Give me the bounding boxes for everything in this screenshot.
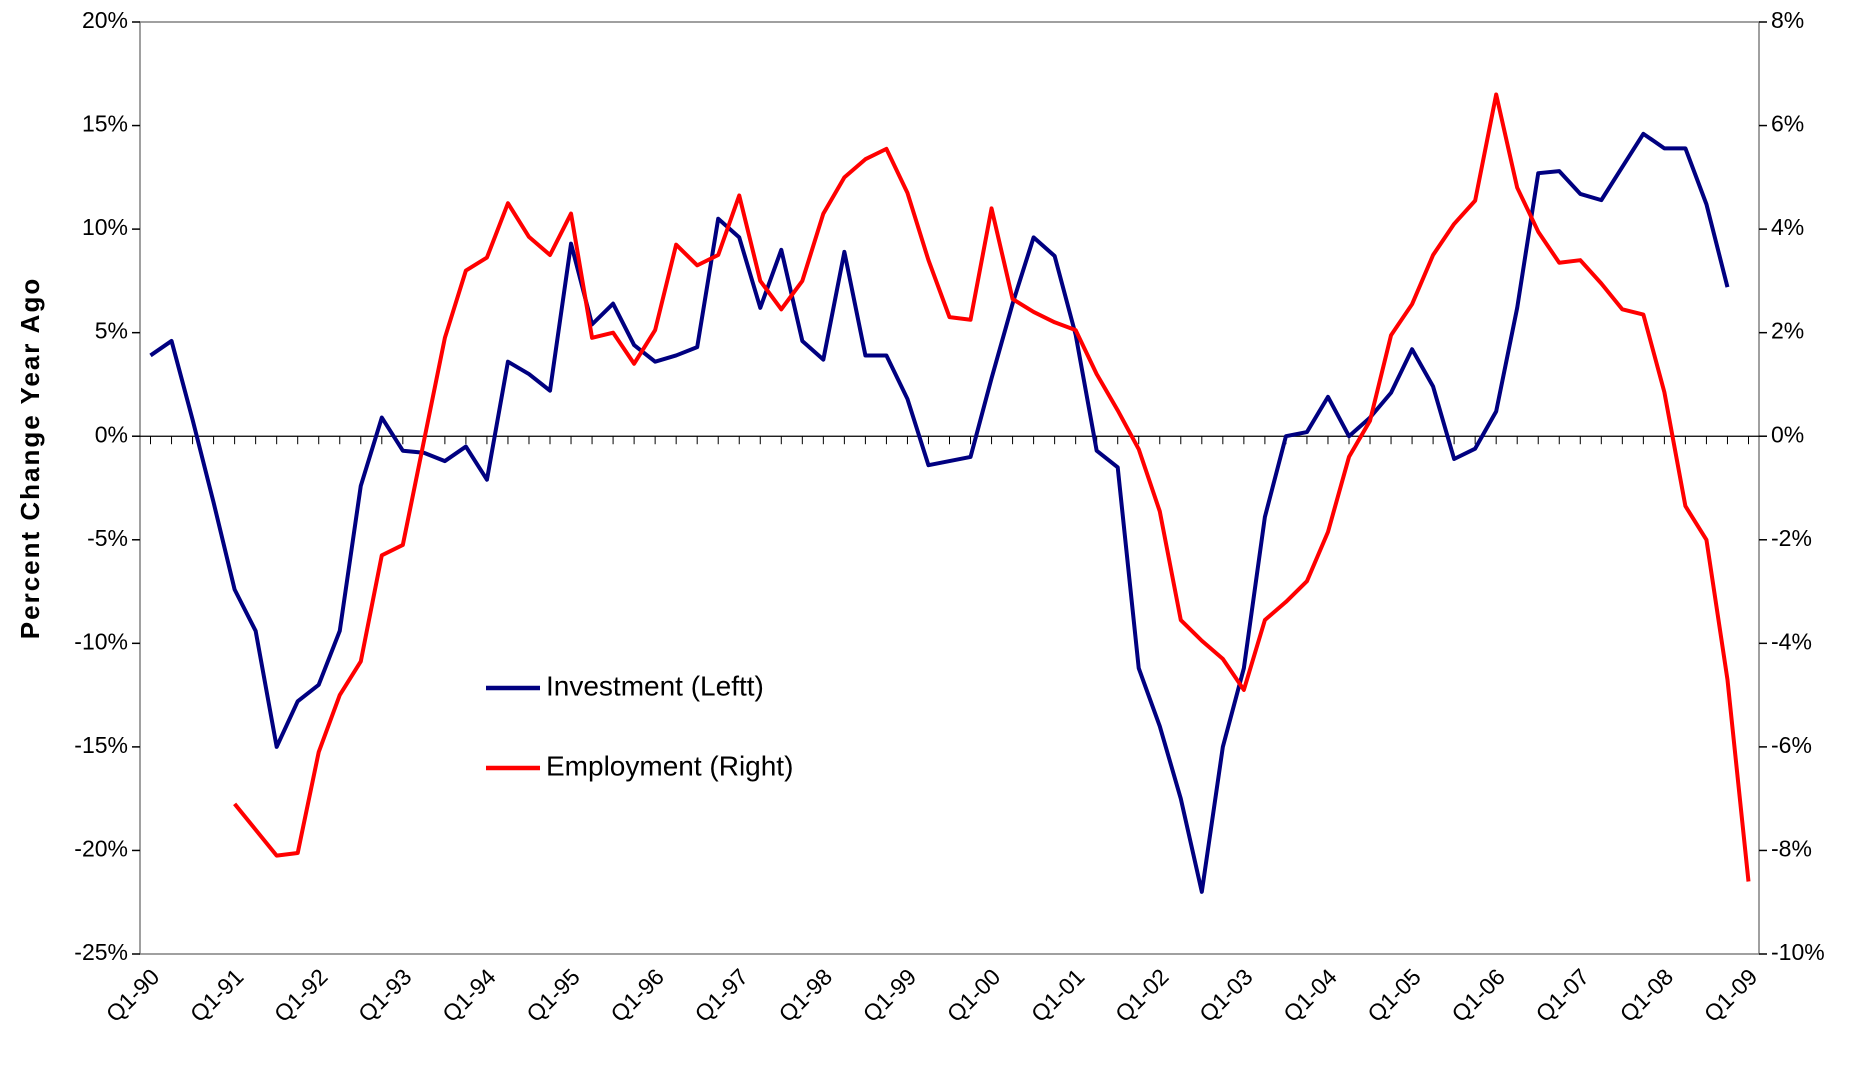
y-tick-label: 5% <box>95 318 128 344</box>
y2-tick-label: -10% <box>1771 939 1825 965</box>
y-axis-label: Percent Change Year Ago <box>15 277 45 639</box>
x-tick-label: Q1-90 <box>101 963 165 1027</box>
x-tick-label: Q1-00 <box>942 963 1006 1027</box>
series-line <box>233 92 1751 882</box>
x-tick-label: Q1-91 <box>185 963 249 1027</box>
y2-tick-label: 2% <box>1771 318 1804 344</box>
series-line <box>149 131 1730 894</box>
y-tick-label: 10% <box>82 214 128 240</box>
x-tick-label: Q1-08 <box>1615 963 1679 1027</box>
y-tick-label: 0% <box>95 421 128 447</box>
x-tick-label: Q1-04 <box>1278 963 1342 1027</box>
legend-label: Investment (Leftt) <box>546 670 764 701</box>
y2-tick-label: -8% <box>1771 836 1812 862</box>
x-tick-label: Q1-93 <box>353 963 417 1027</box>
y2-tick-label: -4% <box>1771 628 1812 654</box>
y-tick-label: 15% <box>82 111 128 137</box>
x-tick-label: Q1-03 <box>1194 963 1258 1027</box>
x-tick-label: Q1-05 <box>1362 963 1426 1027</box>
x-tick-label: Q1-02 <box>1110 963 1174 1027</box>
y-tick-label: -10% <box>74 628 128 654</box>
y2-tick-label: 8% <box>1771 7 1804 33</box>
y-tick-label: -20% <box>74 836 128 862</box>
y-tick-label: -15% <box>74 732 128 758</box>
x-tick-label: Q1-94 <box>437 963 501 1027</box>
y-tick-label: 20% <box>82 7 128 33</box>
y2-tick-label: 0% <box>1771 421 1804 447</box>
x-tick-label: Q1-92 <box>269 963 333 1027</box>
y2-tick-label: -6% <box>1771 732 1812 758</box>
legend-label: Employment (Right) <box>546 750 793 781</box>
x-tick-label: Q1-99 <box>858 963 922 1027</box>
x-tick-label: Q1-96 <box>605 963 669 1027</box>
x-tick-label: Q1-98 <box>774 963 838 1027</box>
y2-tick-label: 6% <box>1771 111 1804 137</box>
x-tick-label: Q1-06 <box>1446 963 1510 1027</box>
x-tick-label: Q1-09 <box>1699 963 1763 1027</box>
y2-tick-label: 4% <box>1771 214 1804 240</box>
y-tick-label: -5% <box>87 525 128 551</box>
x-tick-label: Q1-97 <box>689 963 753 1027</box>
y-tick-label: -25% <box>74 939 128 965</box>
x-tick-label: Q1-01 <box>1026 963 1090 1027</box>
x-tick-label: Q1-07 <box>1531 963 1595 1027</box>
x-tick-label: Q1-95 <box>521 963 585 1027</box>
y2-tick-label: -2% <box>1771 525 1812 551</box>
plot-area <box>139 21 1760 955</box>
